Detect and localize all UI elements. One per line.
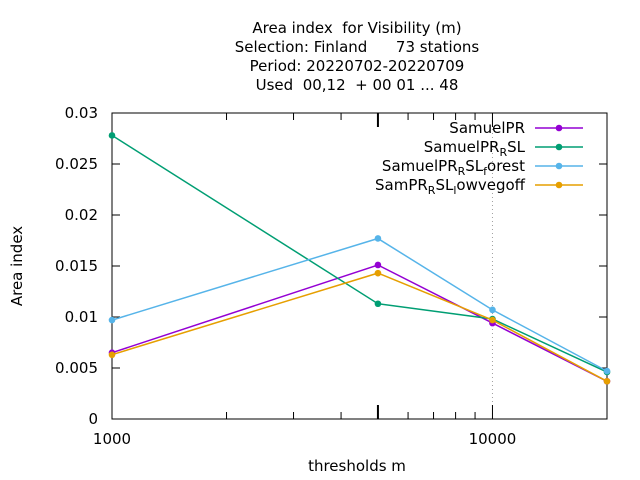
legend-label: SamuelPRRSL: [424, 138, 526, 159]
legend-label-part: SL: [507, 138, 526, 156]
data-point: [489, 306, 496, 314]
legend-label-part: owvegoff: [456, 176, 525, 194]
legend-label-part: l: [453, 184, 456, 197]
x-tick-label: 10000: [469, 430, 517, 448]
legend-label-part: SL: [435, 176, 454, 194]
series-1: [108, 132, 611, 376]
title-line: Area index for Visibility (m): [252, 19, 461, 37]
series-line: [111, 272, 608, 382]
series-line: [111, 264, 608, 382]
legend-label: SamuelPR: [449, 119, 525, 137]
data-point: [603, 367, 611, 375]
data-point: [374, 261, 382, 269]
title-line: Period: 20220702-20220709: [250, 57, 465, 75]
chart-title: Area index for Visibility (m)Selection: …: [235, 19, 480, 94]
y-tick-label: 0.03: [65, 104, 98, 122]
y-tick-label: 0.025: [55, 155, 98, 173]
x-axis-label: thresholds m: [308, 457, 406, 475]
data-point: [374, 269, 382, 277]
legend: SamuelPRSamuelPRRSLSamuelPRRSLforestSamP…: [375, 119, 583, 197]
legend-label-part: SL: [465, 157, 484, 175]
data-point: [489, 316, 496, 324]
legend-swatch-point: [555, 181, 563, 189]
legend-label: SamPRRSLlowvegoff: [375, 176, 526, 197]
legend-swatch-point: [555, 162, 563, 170]
legend-swatch-point: [555, 124, 563, 132]
data-point: [603, 377, 611, 385]
x-tick-label: 1000: [93, 430, 131, 448]
series-2: [108, 235, 611, 375]
legend-label-part: R: [428, 184, 436, 197]
series-line: [111, 237, 608, 372]
y-tick-label: 0.015: [55, 257, 98, 275]
legend-label-part: orest: [487, 157, 525, 175]
title-line: Selection: Finland 73 stations: [235, 38, 480, 56]
legend-label-part: f: [483, 165, 488, 178]
y-tick-label: 0.005: [55, 359, 98, 377]
data-point: [108, 316, 116, 324]
data-point: [374, 235, 382, 242]
y-tick-label: 0: [88, 410, 98, 428]
title-line: Used 00,12 + 00 01 ... 48: [256, 76, 459, 94]
series-0: [108, 261, 611, 385]
legend-label-part: SamPR: [375, 176, 428, 194]
legend-label-part: SamuelPR: [424, 138, 500, 156]
data-point: [108, 132, 116, 139]
series-line: [111, 134, 608, 373]
plot-frame: [111, 112, 608, 420]
data-point: [108, 351, 116, 359]
legend-label-part: SamuelPR: [449, 119, 525, 137]
y-tick-label: 0.02: [65, 206, 98, 224]
legend-label: SamuelPRRSLforest: [382, 157, 525, 178]
data-point: [374, 300, 382, 308]
legend-label-part: SamuelPR: [382, 157, 458, 175]
legend-swatch-point: [555, 143, 563, 151]
legend-label-part: R: [499, 146, 507, 159]
legend-label-part: R: [458, 165, 466, 178]
series: [108, 132, 611, 385]
axis-ticks: 0 0.005 0.01 0.015 0.02 0.025 0.03 1000 10000: [55, 104, 608, 448]
y-tick-label: 0.01: [65, 308, 98, 326]
y-axis-label: Area index: [8, 226, 26, 306]
series-3: [108, 269, 611, 385]
